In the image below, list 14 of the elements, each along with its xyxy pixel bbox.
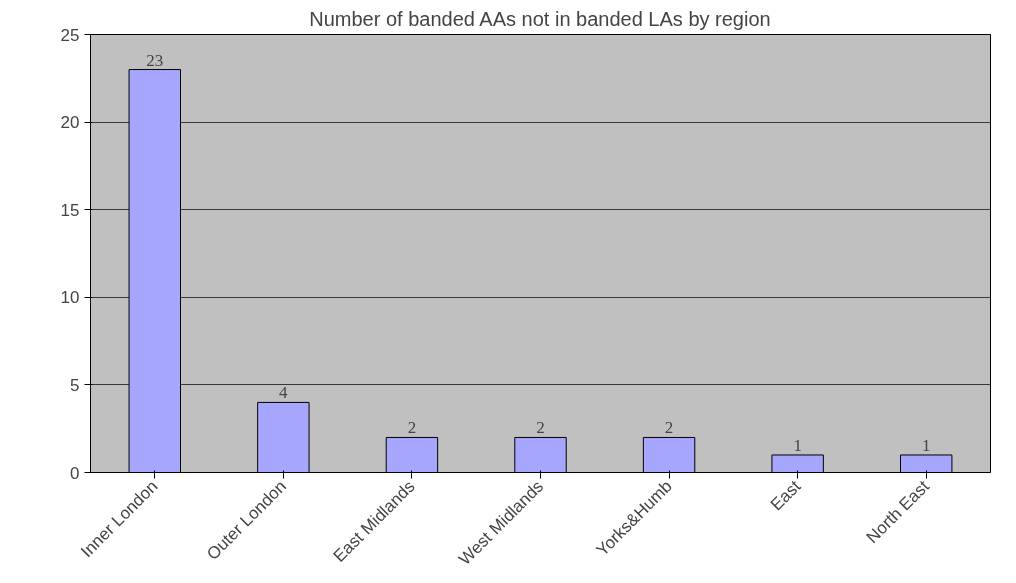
y-tick-label: 5 xyxy=(70,375,80,395)
y-tick-label: 10 xyxy=(60,288,80,308)
y-tick-label: 25 xyxy=(60,25,80,45)
data-label: 1 xyxy=(921,435,931,455)
data-label: 2 xyxy=(536,418,545,438)
data-label: 2 xyxy=(407,418,417,438)
y-tick-label: 0 xyxy=(70,463,80,483)
data-label: 4 xyxy=(279,383,289,403)
y-tick-label: 20 xyxy=(60,113,80,133)
data-label: 23 xyxy=(146,50,164,70)
chart-title: Number of banded AAs not in banded LAs by region xyxy=(309,7,771,30)
data-label: 1 xyxy=(793,435,802,455)
y-tick-label: 15 xyxy=(60,200,80,220)
data-label: 2 xyxy=(664,418,674,438)
